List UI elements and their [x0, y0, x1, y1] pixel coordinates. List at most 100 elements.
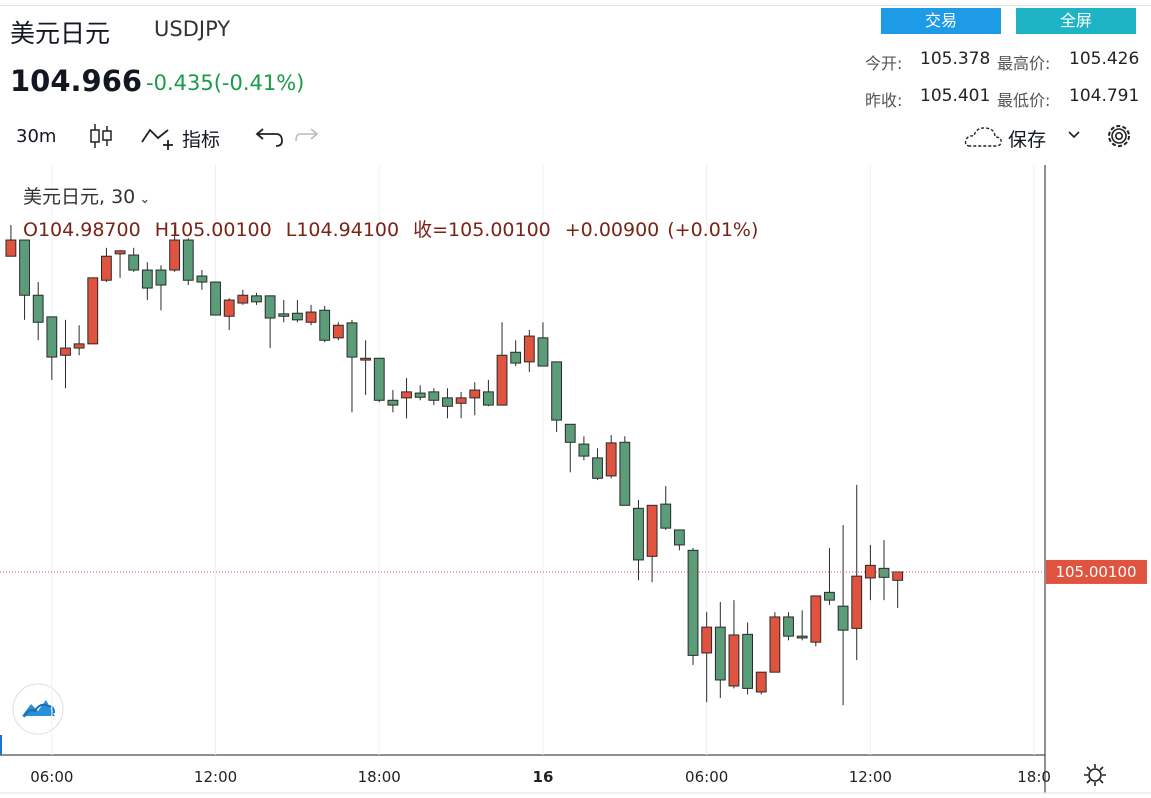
candle-body [278, 313, 290, 317]
instrument-name: 美元日元 [10, 19, 111, 48]
candle-body [237, 294, 249, 304]
x-tick-label: 12:00 [849, 768, 892, 786]
ohlc-legend-item: 收=105.00100 [413, 219, 551, 241]
fullscreen-button[interactable]: 全屏 [1016, 8, 1136, 34]
indicator-button[interactable]: 指标 [182, 129, 221, 151]
interval-button[interactable]: 30m [16, 126, 57, 147]
candle-body [46, 316, 58, 358]
settings-icon[interactable] [1103, 120, 1135, 152]
candle-body [373, 357, 385, 401]
candle-body [592, 457, 603, 479]
undo-redo-icons[interactable] [252, 124, 322, 150]
candle-body [169, 239, 181, 271]
candle-body [401, 391, 412, 399]
candle-body [223, 299, 235, 317]
candle-body [742, 633, 754, 689]
indicator-icon[interactable] [140, 124, 176, 152]
candle-body [346, 322, 358, 358]
candle-body [783, 616, 794, 637]
stat-value: 105.401 [920, 86, 991, 106]
price-change: -0.435(-0.41%) [146, 71, 305, 95]
candle-body [496, 354, 508, 406]
candle-body [714, 626, 726, 681]
candle-body [769, 616, 781, 673]
last-price-label: 105.00100 [1055, 563, 1136, 581]
save-button[interactable]: 保存 [1008, 129, 1047, 151]
candle-body [332, 324, 344, 339]
candle-body [824, 591, 835, 601]
ohlc-legend-item: H105.00100 [154, 219, 272, 241]
ohlc-legend-item: L104.94100 [285, 219, 400, 241]
trade-button[interactable]: 交易 [881, 8, 1001, 34]
x-tick-label: 18:0 [1017, 768, 1051, 786]
candle-body [251, 295, 262, 303]
candle-body [141, 269, 153, 289]
stat-value: 105.378 [920, 49, 991, 69]
stat-value: 104.791 [1069, 86, 1140, 106]
ohlc-legend-item: +0.00900 [564, 219, 660, 241]
candle-body [687, 549, 699, 656]
candle-body [360, 357, 372, 361]
candle-body [796, 635, 808, 639]
candle-body [673, 529, 685, 546]
candle-body [878, 567, 890, 578]
candle-body [155, 269, 167, 286]
stat-label: 今开: [865, 54, 903, 73]
candle-body [291, 312, 303, 321]
legend-title-text: 美元日元, 30 [23, 186, 136, 208]
candle-body [319, 309, 331, 341]
candle-body [728, 634, 740, 687]
candle-body [442, 397, 453, 407]
candle-body [892, 571, 904, 581]
stat-label: 最高价: [997, 54, 1051, 73]
time-axis-settings-icon[interactable] [1084, 764, 1106, 786]
candle-body [196, 275, 208, 283]
candle-body [564, 423, 576, 443]
logo[interactable] [12, 683, 64, 735]
legend-chevron[interactable]: ⌄ [135, 192, 151, 207]
candle-body [114, 250, 126, 255]
x-tick-label: 06:00 [685, 768, 728, 786]
candle-icon[interactable] [88, 122, 114, 150]
last-price-tag [1046, 559, 1147, 584]
candle-body [523, 335, 535, 363]
candle-body [510, 351, 522, 364]
save-chevron[interactable] [1066, 128, 1082, 142]
candle-body [551, 361, 563, 421]
candle-body [578, 443, 590, 457]
instrument-symbol: USDJPY [154, 17, 231, 41]
stat-label: 最低价: [997, 91, 1051, 110]
x-tick-label: 06:00 [30, 768, 73, 786]
ohlc-legend: O104.98700 H105.00100 L104.94100 收=105.0010… [23, 215, 772, 242]
candle-body [387, 399, 399, 406]
candle-body [646, 504, 658, 557]
candle-body [19, 239, 30, 296]
x-tick-label: 12:00 [194, 768, 237, 786]
stat-label: 昨收: [865, 91, 903, 110]
candle-body [182, 239, 194, 281]
candle-body [660, 503, 672, 529]
candle-body [32, 294, 44, 323]
candle-body [60, 347, 71, 356]
candle-body [5, 239, 17, 257]
ohlc-legend-item: (+0.01%) [667, 219, 759, 241]
candle-body [264, 295, 276, 319]
candle-body [428, 391, 440, 401]
chart-legend-title: 美元日元, 30 ⌄ [23, 182, 150, 209]
x-tick-label: 18:00 [358, 768, 401, 786]
candle-body [633, 507, 644, 561]
candle-body [305, 311, 317, 323]
candle-body [482, 391, 494, 406]
candle-body [851, 575, 863, 629]
stat-value: 105.426 [1069, 49, 1140, 69]
candle-body [810, 595, 822, 643]
candle-body [210, 281, 221, 316]
candle-body [100, 255, 112, 281]
candle-body [605, 442, 617, 477]
candle-body [469, 389, 481, 399]
candle-body [87, 277, 99, 345]
top-border [0, 5, 1151, 6]
candle-body [73, 343, 85, 349]
